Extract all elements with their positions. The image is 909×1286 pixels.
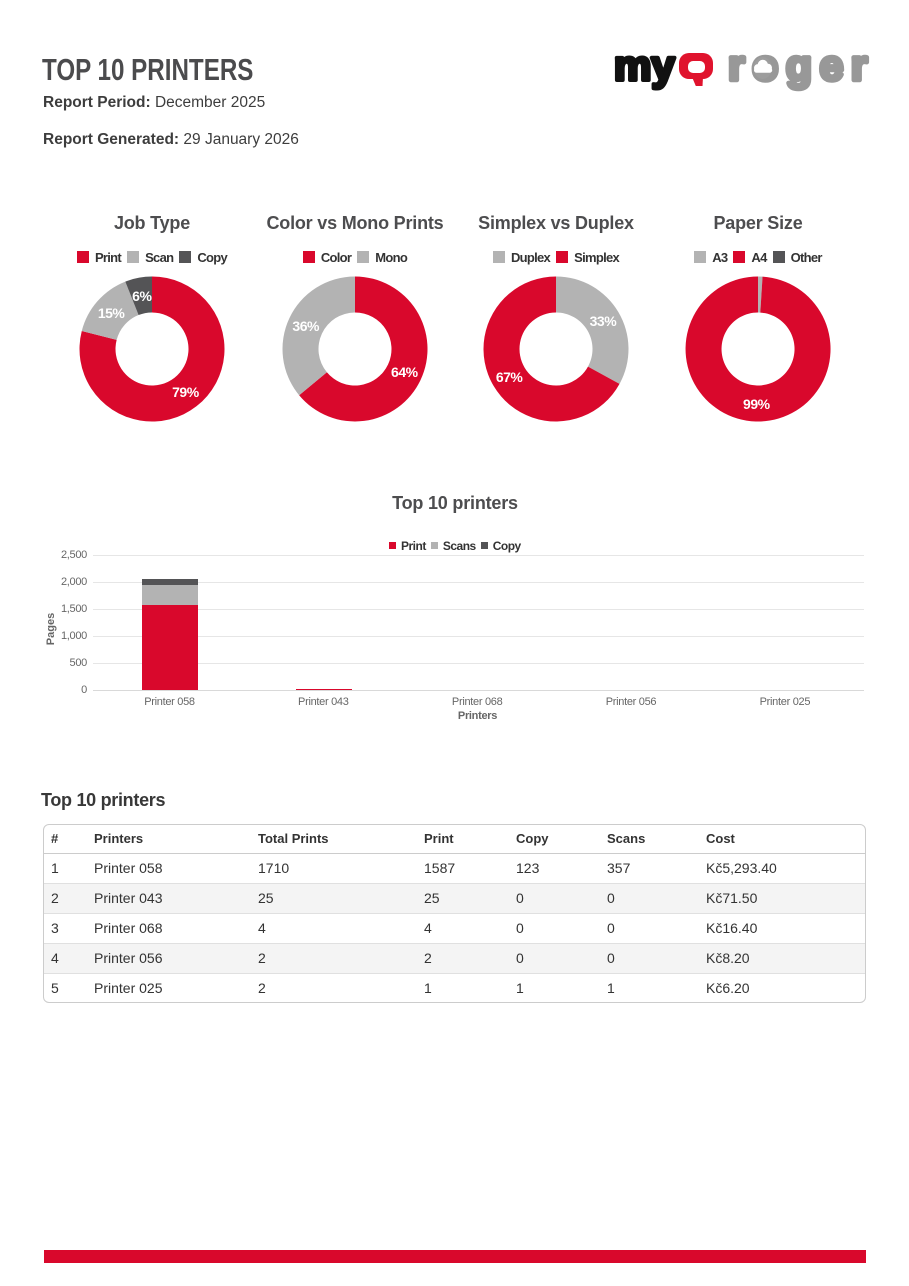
svg-text:roger: roger bbox=[728, 42, 873, 90]
svg-text:Pages: Pages bbox=[45, 613, 57, 645]
svg-text:my: my bbox=[614, 42, 675, 89]
